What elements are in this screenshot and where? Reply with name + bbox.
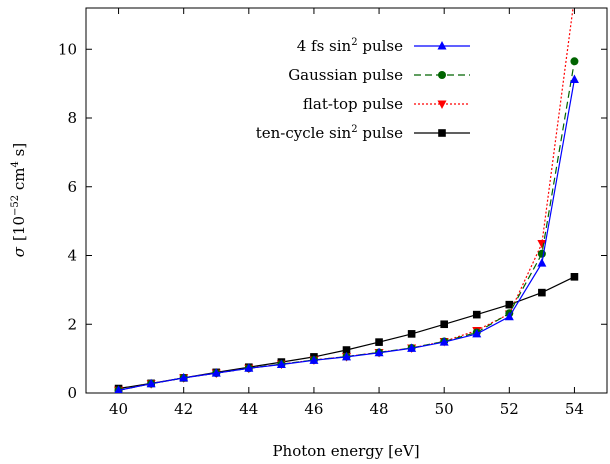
data-point bbox=[375, 338, 383, 346]
data-point bbox=[472, 328, 482, 338]
legend-label: Gaussian pulse bbox=[288, 66, 403, 84]
legend-entry: ten-cycle sin2 pulse bbox=[256, 124, 470, 142]
x-tick-label: 40 bbox=[109, 400, 128, 418]
data-point bbox=[538, 288, 546, 297]
data-point bbox=[146, 378, 156, 388]
legend-entry: 4 fs sin2 pulse bbox=[297, 37, 470, 55]
data-point bbox=[309, 355, 319, 364]
y-tick-label: 2 bbox=[67, 315, 77, 333]
x-tick-label: 44 bbox=[239, 400, 258, 418]
data-point bbox=[374, 347, 384, 357]
x-tick-label: 52 bbox=[500, 400, 519, 418]
data-point bbox=[407, 330, 416, 338]
series-0 bbox=[114, 74, 579, 393]
data-point bbox=[407, 343, 417, 352]
series-line bbox=[118, 276, 575, 390]
data-point bbox=[570, 273, 579, 281]
y-axis-title: σ[10−52 cm4 s] bbox=[10, 143, 28, 257]
data-point bbox=[537, 249, 546, 258]
data-point bbox=[537, 239, 547, 249]
x-tick-label: 42 bbox=[174, 400, 193, 418]
data-point bbox=[244, 363, 254, 372]
plot-frame bbox=[85, 7, 608, 394]
legend-marker bbox=[437, 41, 447, 50]
x-tick-label: 46 bbox=[304, 400, 323, 418]
data-point bbox=[472, 310, 481, 319]
x-tick-label: 54 bbox=[565, 400, 584, 418]
legend-marker bbox=[438, 71, 446, 79]
data-point bbox=[342, 351, 351, 361]
data-point bbox=[439, 337, 449, 346]
data-point bbox=[114, 385, 123, 393]
legend-label: flat-top pulse bbox=[303, 95, 403, 113]
legend-label: ten-cycle sin2 pulse bbox=[256, 124, 403, 142]
data-point bbox=[504, 311, 514, 321]
x-tick-label: 50 bbox=[435, 400, 454, 418]
legend-marker bbox=[437, 100, 447, 109]
data-point bbox=[569, 74, 579, 83]
data-point bbox=[276, 359, 286, 368]
legend-label: 4 fs sin2 pulse bbox=[297, 37, 403, 55]
legend-marker bbox=[438, 129, 446, 137]
data-point bbox=[537, 258, 547, 267]
x-tick-label: 48 bbox=[370, 400, 389, 418]
data-point bbox=[211, 368, 221, 377]
y-tick-label: 8 bbox=[67, 109, 77, 127]
legend-entry: Gaussian pulse bbox=[288, 66, 470, 84]
y-tick-label: 4 bbox=[67, 247, 77, 265]
y-tick-label: 10 bbox=[58, 40, 77, 58]
data-point bbox=[505, 300, 514, 309]
data-point bbox=[342, 346, 351, 354]
data-point bbox=[570, 0, 579, 3]
legend-entry: flat-top pulse bbox=[303, 95, 470, 113]
data-point bbox=[570, 57, 579, 66]
series-2 bbox=[114, 0, 579, 393]
series-layer bbox=[114, 0, 579, 393]
y-tick-label: 0 bbox=[67, 384, 77, 402]
series-line bbox=[118, 8, 574, 391]
data-point bbox=[440, 320, 448, 329]
legend: 4 fs sin2 pulse Gaussian pulse flat-top pu… bbox=[256, 37, 470, 142]
data-point bbox=[179, 372, 189, 382]
x-axis-title: Photon energy [eV] bbox=[272, 442, 419, 460]
y-tick-label: 6 bbox=[67, 178, 77, 196]
